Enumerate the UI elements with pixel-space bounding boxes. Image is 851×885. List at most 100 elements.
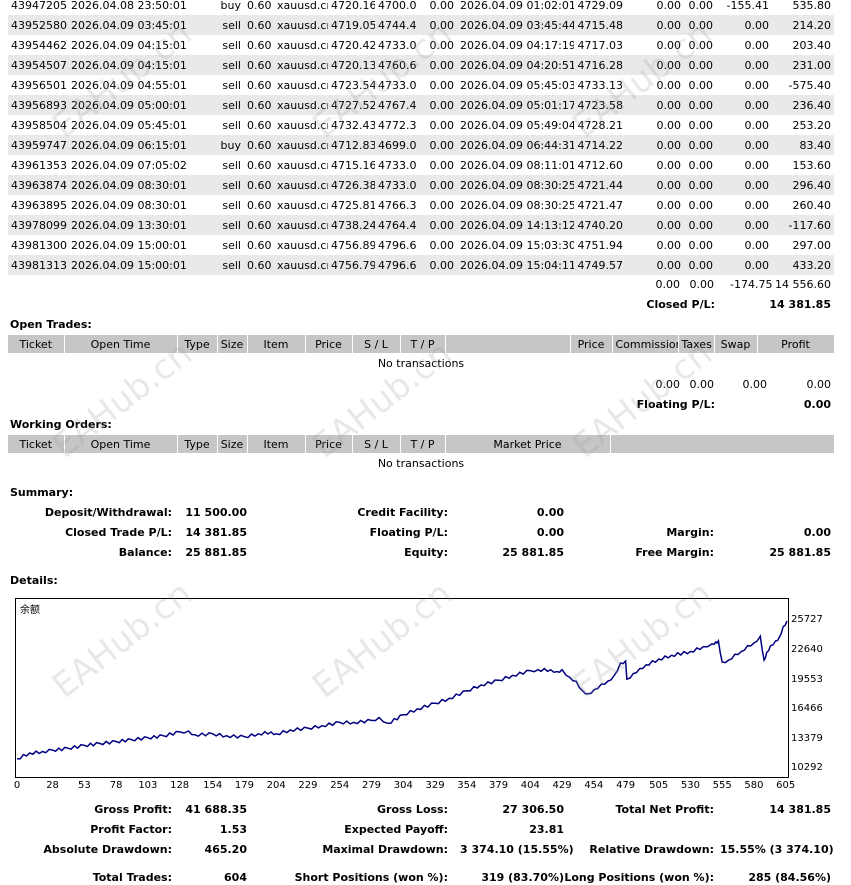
table-cell: sell xyxy=(198,15,244,35)
col-close-price: Price xyxy=(570,335,613,353)
table-cell: 4728.21 xyxy=(574,115,626,135)
closed-trades-body: 43947205 2026.04.08 23:50:01 buy 0.60 xauusd… xyxy=(8,0,834,275)
table-cell: 4796.67 xyxy=(375,235,417,255)
table-cell: 0.00 xyxy=(716,135,772,155)
table-cell: -155.41 xyxy=(716,0,772,15)
table-cell: 0.00 xyxy=(716,215,772,235)
table-cell: 4727.52 xyxy=(328,95,375,115)
table-cell: 4720.13 xyxy=(328,55,375,75)
equity-value: 25 881.85 xyxy=(502,546,564,559)
table-cell: 43981313 xyxy=(8,255,68,275)
table-cell: sell xyxy=(198,195,244,215)
table-cell: 4740.20 xyxy=(574,215,626,235)
table-row: 43963895 2026.04.09 08:30:01 sell 0.60 xauus… xyxy=(8,195,834,215)
table-cell: 0.60 xyxy=(244,0,274,15)
balance-chart-svg xyxy=(16,620,788,760)
table-cell: sell xyxy=(198,215,244,235)
table-cell: 4717.03 xyxy=(574,35,626,55)
wo-col-blank xyxy=(610,435,835,453)
table-cell: 2026.04.08 23:50:01 xyxy=(68,0,198,15)
table-cell: 2026.04.09 05:45:01 xyxy=(68,115,198,135)
wo-col-size: Size xyxy=(217,435,248,453)
table-cell: 0.00 xyxy=(626,235,684,255)
stat-label: Short Positions (won %): xyxy=(294,871,448,884)
table-cell: sell xyxy=(198,95,244,115)
table-cell: 214.20 xyxy=(772,15,834,35)
table-cell: 203.40 xyxy=(772,35,834,55)
table-cell: 0.00 xyxy=(417,15,457,35)
table-cell: 0.00 xyxy=(716,255,772,275)
table-cell: 0.00 xyxy=(417,155,457,175)
table-cell: 43952580 xyxy=(8,15,68,35)
table-cell: 4749.57 xyxy=(574,255,626,275)
stat-label: Total Net Profit: xyxy=(615,803,715,816)
stat-value: 23.81 xyxy=(529,823,564,836)
table-cell: -117.60 xyxy=(772,215,834,235)
table-cell: 0.60 xyxy=(244,135,274,155)
table-cell: 0.00 xyxy=(626,215,684,235)
y-tick-label: 22640 xyxy=(791,644,823,656)
x-tick-label: 78 xyxy=(109,780,123,791)
table-cell: 2026.04.09 01:02:01 xyxy=(457,0,574,15)
x-tick-label: 254 xyxy=(330,780,350,791)
stat-label: Profit Factor: xyxy=(90,823,172,836)
x-tick-label: 454 xyxy=(584,780,604,791)
stat-value: 604 xyxy=(224,871,247,884)
wo-col-item: Item xyxy=(247,435,306,453)
closed-pl-value: 14 381.85 xyxy=(769,298,831,311)
table-cell: 0.00 xyxy=(417,75,457,95)
table-cell: 83.40 xyxy=(772,135,834,155)
table-cell: 2026.04.09 06:44:31 xyxy=(457,135,574,155)
table-cell: sell xyxy=(198,115,244,135)
table-cell: 4699.06 xyxy=(375,135,417,155)
col-swap: Swap xyxy=(714,335,758,353)
table-cell: 43981300 xyxy=(8,235,68,255)
table-cell: 4738.24 xyxy=(328,215,375,235)
table-cell: 4726.38 xyxy=(328,175,375,195)
totals-swap-a: 0.00 xyxy=(689,278,715,291)
table-cell: 0.60 xyxy=(244,155,274,175)
table-cell: 43958504 xyxy=(8,115,68,135)
table-cell: xauusd.cn xyxy=(274,255,328,275)
stat-value: 14 381.85 xyxy=(769,803,831,816)
x-tick-label: 555 xyxy=(712,780,732,791)
table-cell: 2026.04.09 03:45:44 xyxy=(457,15,574,35)
table-cell: sell xyxy=(198,75,244,95)
table-cell: 0.00 xyxy=(626,95,684,115)
table-cell: 0.00 xyxy=(684,255,716,275)
table-cell: 4723.54 xyxy=(328,75,375,95)
table-cell: 43961353 xyxy=(8,155,68,175)
table-cell: 43956501 xyxy=(8,75,68,95)
table-cell: 0.60 xyxy=(244,255,274,275)
table-cell: 297.00 xyxy=(772,235,834,255)
table-cell: 4760.68 xyxy=(375,55,417,75)
credit-value: 0.00 xyxy=(536,506,564,519)
col-sl: S / L xyxy=(352,335,401,353)
table-cell: sell xyxy=(198,235,244,255)
table-cell: xauusd.cn xyxy=(274,135,328,155)
table-cell: 4714.22 xyxy=(574,135,626,155)
x-tick-label: 404 xyxy=(520,780,540,791)
x-tick-label: 0 xyxy=(13,780,21,791)
table-cell: xauusd.cn xyxy=(274,35,328,55)
x-tick-label: 28 xyxy=(46,780,59,791)
table-cell: xauusd.cn xyxy=(274,235,328,255)
col-price: Price xyxy=(305,335,353,353)
table-cell: 2026.04.09 04:15:01 xyxy=(68,35,198,55)
table-cell: 4796.67 xyxy=(375,255,417,275)
stat-value: 465.20 xyxy=(204,843,247,856)
table-row: 43958504 2026.04.09 05:45:01 sell 0.60 xauus… xyxy=(8,115,834,135)
table-cell: 0.00 xyxy=(684,95,716,115)
x-tick-label: 429 xyxy=(552,780,572,791)
summary-floating-label: Floating P/L: xyxy=(369,526,448,539)
open-totals-taxes: 0.00 xyxy=(689,378,715,391)
table-cell: 4729.09 xyxy=(574,0,626,15)
stat-value: 41 688.35 xyxy=(185,803,247,816)
table-cell: 0.00 xyxy=(417,215,457,235)
table-cell: 2026.04.09 08:30:25 xyxy=(457,195,574,215)
table-cell: 4700.08 xyxy=(375,0,417,15)
table-cell: 0.00 xyxy=(684,35,716,55)
table-cell: 0.00 xyxy=(684,135,716,155)
x-tick-label: 304 xyxy=(393,780,413,791)
table-cell: 4715.48 xyxy=(574,15,626,35)
